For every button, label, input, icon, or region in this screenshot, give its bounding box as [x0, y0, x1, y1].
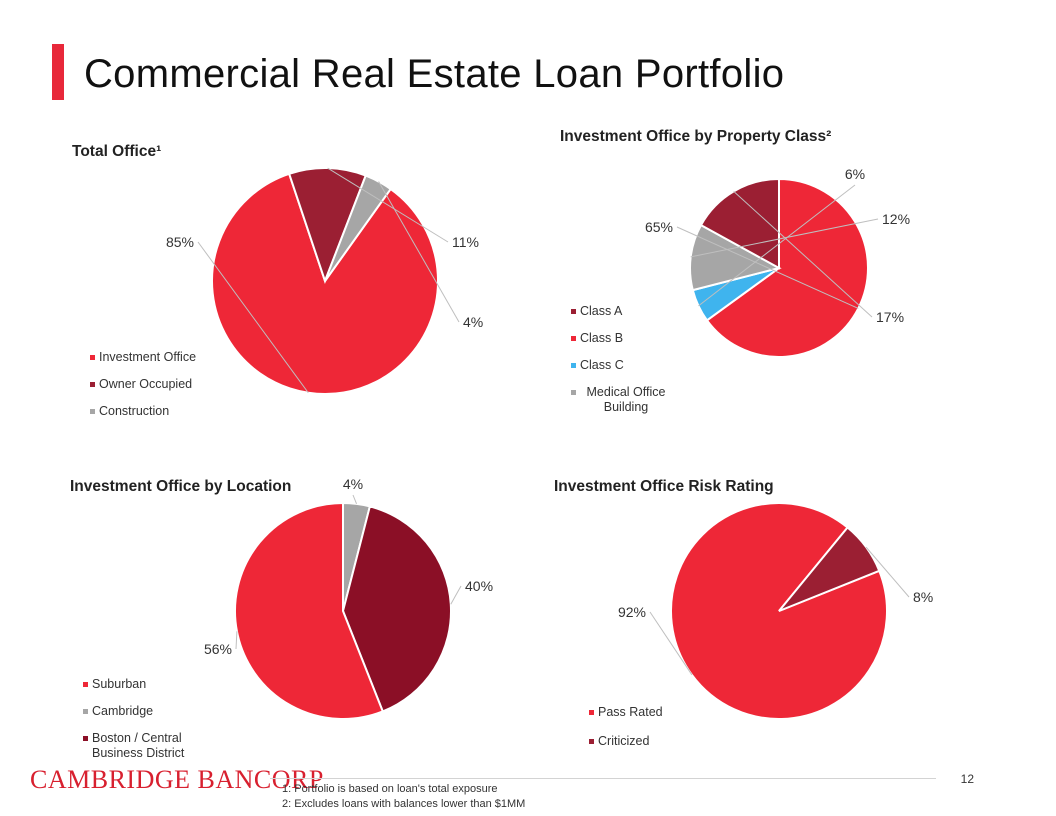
legend-item-pass-rated: Pass Rated: [589, 705, 663, 720]
legend-label: Class C: [580, 358, 624, 372]
data-label-construction: 4%: [463, 314, 483, 330]
data-label-criticized: 8%: [913, 589, 933, 605]
pie-slice-suburban: [234, 501, 385, 720]
data-label-investment-office: 85%: [166, 234, 194, 250]
pie-slice-boston-cbd: [341, 505, 452, 713]
legend-label: Class B: [580, 331, 624, 345]
legend-swatch: [589, 710, 594, 715]
title-accent-bar: [52, 44, 64, 100]
legend-label: Suburban: [92, 677, 147, 691]
page-number: 12: [960, 772, 974, 786]
legend-swatch: [571, 309, 576, 314]
pie-slice-investment-office: [211, 172, 439, 395]
leader-line-class-b: [676, 226, 859, 309]
legend-swatch: [90, 355, 95, 360]
data-label-boston-cbd: 40%: [465, 578, 493, 594]
legend-location: Suburban Cambridge Boston / Central Busi…: [83, 677, 202, 773]
legend-item-investment-office: Investment Office: [90, 350, 196, 365]
legend-item-medical-office-building: Medical Office Building: [571, 385, 672, 415]
footnote-2: 2: Excludes loans with balances lower th…: [282, 798, 526, 810]
leader-line-criticized: [865, 546, 910, 598]
legend-swatch: [90, 409, 95, 414]
data-label-cambridge: 4%: [343, 476, 363, 492]
leader-line-class-a: [733, 191, 873, 318]
legend-label: Boston / Central Business District: [92, 731, 185, 760]
chart-title-property-class: Investment Office by Property Class²: [560, 128, 832, 145]
legend-swatch: [589, 739, 594, 744]
cambridge-bancorp-logo: Cambridge Bancorp: [30, 765, 324, 794]
pie-slice-construction: [324, 174, 393, 282]
pie-slice-class-a: [699, 177, 780, 270]
pie-slice-pass-rated: [670, 502, 888, 720]
pie-slice-class-b: [705, 177, 869, 358]
legend-swatch: [571, 390, 576, 395]
data-label-class-a: 17%: [876, 309, 904, 325]
legend-label: Medical Office Building: [586, 385, 666, 414]
data-label-suburban: 56%: [204, 641, 232, 657]
legend-label: Investment Office: [99, 350, 197, 364]
legend-item-construction: Construction: [90, 404, 196, 419]
pie-slice-cambridge: [342, 501, 372, 612]
chart-title-total-office: Total Office¹: [72, 143, 162, 160]
legend-label: Cambridge: [92, 704, 154, 718]
pie-slice-medical-office-building: [689, 223, 782, 292]
footnote-1: 1: Portfolio is based on loan's total ex…: [282, 783, 498, 795]
legend-item-cambridge: Cambridge: [83, 704, 202, 719]
legend-item-class-b: Class B: [571, 331, 691, 346]
legend-swatch: [571, 363, 576, 368]
legend-item-boston-cbd: Boston / Central Business District: [83, 731, 202, 761]
page-title: Commercial Real Estate Loan Portfolio: [84, 52, 785, 96]
leader-line-class-c: [698, 184, 856, 307]
leader-line-pass-rated: [649, 611, 693, 676]
data-label-medical-office-building: 12%: [882, 211, 910, 227]
legend-item-class-a: Class A: [571, 304, 691, 319]
footnotes: 1: Portfolio is based on loan's total ex…: [282, 782, 525, 812]
leader-line-boston-cbd: [450, 585, 462, 605]
leader-line-investment-office: [197, 241, 309, 394]
pie-slice-criticized: [778, 526, 881, 612]
leader-line-owner-occupied: [327, 167, 449, 243]
legend-label: Pass Rated: [598, 705, 663, 719]
legend-label: Criticized: [598, 734, 650, 748]
legend-swatch: [571, 336, 576, 341]
legend-label: Class A: [580, 304, 623, 318]
data-label-class-c: 6%: [845, 166, 865, 182]
legend-swatch: [90, 382, 95, 387]
chart-title-risk-rating: Investment Office Risk Rating: [554, 478, 774, 495]
leader-line-construction: [378, 181, 460, 323]
data-label-pass-rated: 92%: [618, 604, 646, 620]
leader-line-cambridge: [352, 494, 358, 505]
data-label-class-b: 65%: [645, 219, 673, 235]
legend-item-suburban: Suburban: [83, 677, 202, 692]
leader-line-suburban: [235, 631, 238, 650]
pie-slice-owner-occupied: [287, 167, 368, 284]
legend-total-office: Investment Office Owner Occupied Constru…: [90, 350, 196, 431]
data-label-owner-occupied: 11%: [452, 234, 479, 250]
legend-swatch: [83, 682, 88, 687]
legend-risk-rating: Pass Rated Criticized: [589, 705, 663, 761]
legend-swatch: [83, 709, 88, 714]
legend-item-owner-occupied: Owner Occupied: [90, 377, 196, 392]
legend-item-class-c: Class C: [571, 358, 691, 373]
legend-property-class: Class A Class B Class C Medical Office B…: [571, 304, 691, 427]
footer-divider: [270, 778, 936, 779]
legend-label: Owner Occupied: [99, 377, 193, 391]
legend-label: Construction: [99, 404, 170, 418]
pie-slice-class-c: [691, 267, 780, 322]
legend-swatch: [83, 736, 88, 741]
chart-title-location: Investment Office by Location: [70, 478, 292, 495]
legend-item-criticized: Criticized: [589, 734, 663, 749]
leader-line-medical-office-building: [690, 218, 879, 258]
